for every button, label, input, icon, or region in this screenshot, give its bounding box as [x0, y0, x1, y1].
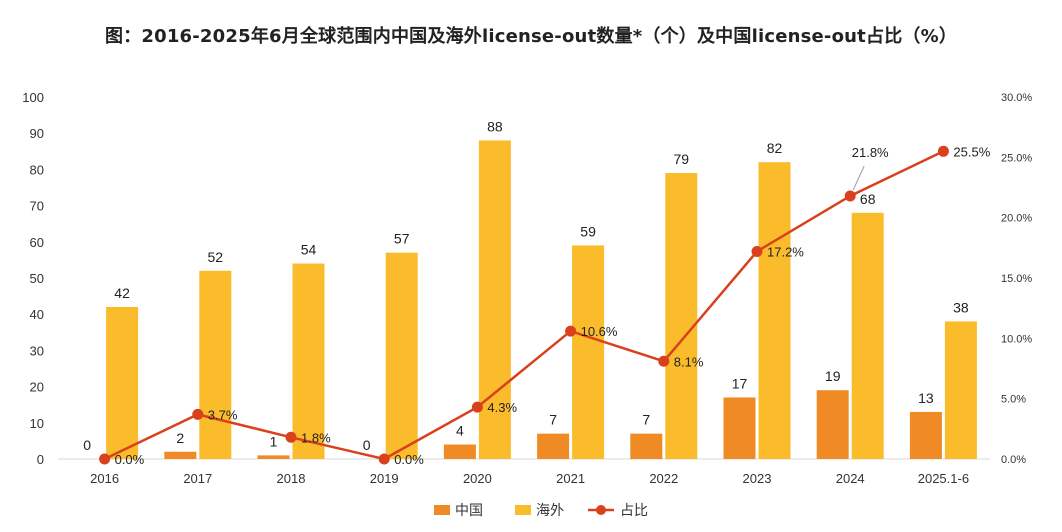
bar-overseas	[851, 212, 884, 459]
bar-overseas-label: 38	[953, 299, 969, 315]
x-axis-tick-label: 2019	[370, 471, 399, 486]
bar-china-label: 7	[549, 412, 557, 428]
share-label: 10.6%	[581, 324, 618, 339]
share-label: 25.5%	[953, 144, 990, 159]
bar-overseas-label: 68	[860, 191, 876, 207]
left-axis-tick-label: 30	[30, 343, 44, 358]
share-point	[192, 408, 204, 420]
bar-overseas	[944, 321, 977, 459]
bar-overseas-label: 57	[394, 231, 410, 247]
left-axis-tick-label: 10	[30, 416, 44, 431]
left-axis-tick-label: 0	[37, 452, 44, 467]
legend-swatch-china	[434, 505, 450, 515]
left-axis-tick-label: 50	[30, 271, 44, 286]
left-axis-tick-label: 80	[30, 162, 44, 177]
right-axis-tick-label: 5.0%	[1001, 394, 1026, 406]
right-axis-tick-label: 25.0%	[1001, 152, 1032, 164]
left-axis-tick-label: 90	[30, 126, 44, 141]
share-label: 17.2%	[767, 244, 804, 259]
bar-overseas	[758, 162, 791, 459]
legend-marker-share	[596, 505, 606, 515]
bar-overseas	[106, 306, 139, 459]
share-line	[104, 150, 944, 461]
share-label: 1.8%	[301, 430, 331, 445]
x-axis-tick-label: 2025.1-6	[918, 471, 969, 486]
x-axis-tick-label: 2022	[649, 471, 678, 486]
share-point	[565, 325, 577, 337]
bar-china-label: 2	[176, 430, 184, 446]
left-axis-tick-label: 40	[30, 307, 44, 322]
legend-label-china: 中国	[455, 502, 483, 518]
x-axis-tick-label: 2016	[90, 471, 119, 486]
bar-overseas-label: 59	[580, 223, 596, 239]
bar-china-label: 0	[83, 437, 91, 453]
x-axis-tick-label: 2021	[556, 471, 585, 486]
x-axis-tick-label: 2017	[183, 471, 212, 486]
bar-overseas-label: 88	[487, 118, 503, 134]
bar-overseas	[199, 270, 232, 459]
bar-china	[257, 455, 290, 459]
bar-overseas-label: 79	[674, 151, 690, 167]
x-axis-tick-label: 2023	[743, 471, 772, 486]
share-point	[99, 453, 111, 465]
bar-china-label: 19	[825, 368, 841, 384]
right-axis-tick-label: 15.0%	[1001, 273, 1032, 285]
share-point	[471, 401, 483, 413]
bar-overseas-label: 52	[208, 249, 224, 265]
left-axis-tick-label: 20	[30, 380, 44, 395]
right-axis-tick-label: 10.0%	[1001, 333, 1032, 345]
bar-china-label: 1	[270, 433, 278, 449]
legend-swatch-overseas	[515, 505, 531, 515]
bar-overseas	[665, 173, 698, 459]
share-point	[844, 190, 856, 202]
x-axis-tick-label: 2020	[463, 471, 492, 486]
share-label: 0.0%	[115, 452, 145, 467]
bar-overseas-label: 54	[301, 242, 317, 258]
x-axis-tick-label: 2024	[836, 471, 865, 486]
share-label: 4.3%	[487, 400, 517, 415]
right-axis-tick-label: 20.0%	[1001, 213, 1032, 225]
share-label: 8.1%	[674, 354, 704, 369]
chart-title: 图：2016-2025年6月全球范围内中国及海外license-out数量*（个…	[104, 26, 958, 47]
right-axis-tick-label: 0.0%	[1001, 454, 1026, 466]
share-label-leader	[852, 165, 865, 191]
bar-overseas-label: 42	[114, 285, 130, 301]
bar-china	[909, 411, 942, 459]
bar-overseas-label: 82	[767, 140, 783, 156]
share-point	[751, 245, 763, 257]
share-point	[285, 431, 297, 443]
share-point	[937, 145, 949, 157]
bar-china-label: 4	[456, 423, 464, 439]
bar-overseas	[572, 245, 605, 459]
legend-label-overseas: 海外	[536, 502, 564, 518]
share-point	[378, 453, 390, 465]
bar-china-label: 0	[363, 437, 371, 453]
share-point	[658, 355, 670, 367]
bar-china	[630, 433, 663, 459]
bar-china	[816, 390, 849, 459]
bar-china-label: 7	[642, 412, 650, 428]
bar-china	[164, 451, 197, 459]
bar-china-label: 13	[918, 390, 934, 406]
bar-overseas	[385, 252, 418, 459]
share-label: 0.0%	[394, 452, 424, 467]
share-label: 3.7%	[208, 407, 238, 422]
left-axis-tick-label: 100	[22, 90, 44, 105]
bar-china	[537, 433, 570, 459]
bar-china	[443, 444, 476, 459]
left-axis-tick-label: 70	[30, 199, 44, 214]
x-axis-tick-label: 2018	[277, 471, 306, 486]
bar-overseas	[478, 140, 511, 459]
legend-label-share: 占比	[620, 502, 648, 518]
left-axis-tick-label: 60	[30, 235, 44, 250]
share-label: 21.8%	[852, 145, 889, 160]
bar-china	[723, 397, 756, 459]
bar-china-label: 17	[732, 375, 748, 391]
bar-overseas	[292, 263, 325, 459]
right-axis-tick-label: 30.0%	[1001, 92, 1032, 104]
